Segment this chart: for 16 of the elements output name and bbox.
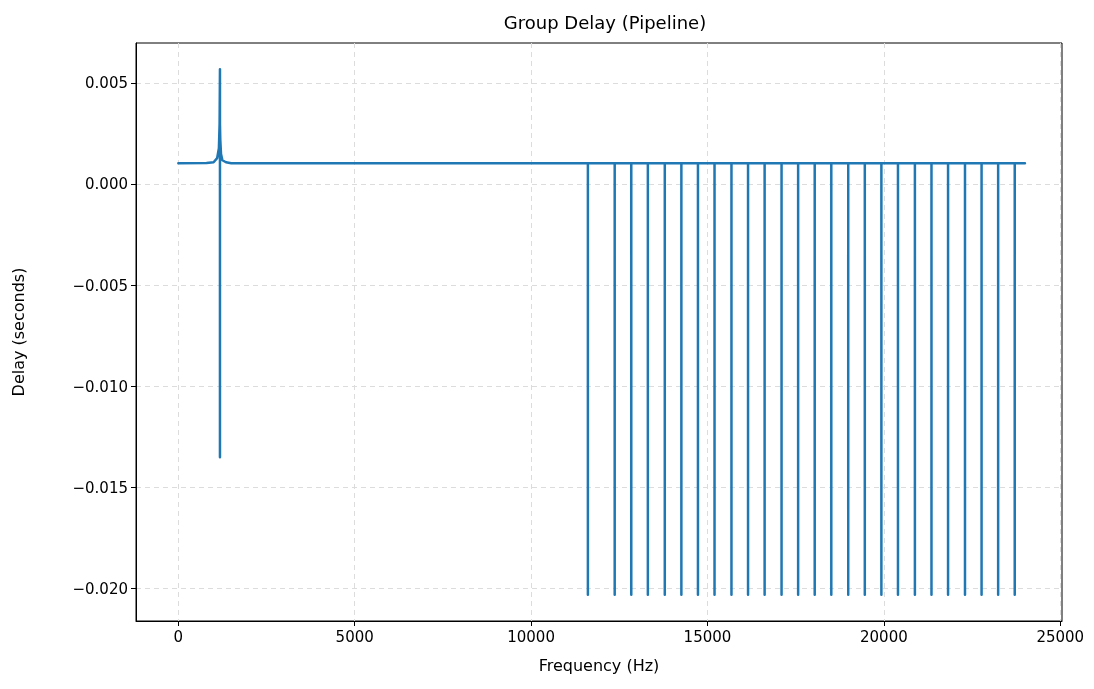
y-tick-label: −0.015 — [72, 478, 128, 497]
x-tick-label: 5000 — [335, 627, 374, 646]
line-series — [177, 68, 1027, 596]
x-tick-label: 10000 — [507, 627, 555, 646]
y-tick-label: 0.005 — [85, 74, 128, 93]
x-tick-label: 25000 — [1036, 627, 1085, 646]
chart-title: Group Delay (Pipeline) — [503, 11, 707, 33]
y-tick-label: −0.010 — [72, 377, 128, 396]
x-axis-title: Frequency (Hz) — [538, 655, 660, 675]
y-tick-label: 0.000 — [85, 175, 128, 194]
y-tick-label: −0.020 — [72, 579, 128, 598]
y-tick-label: −0.005 — [72, 276, 128, 295]
x-tick-label: 15000 — [683, 627, 732, 646]
y-axis-title: Delay (seconds) — [8, 267, 28, 397]
x-tick-label: 20000 — [860, 627, 908, 646]
x-tick-label: 0 — [173, 627, 184, 646]
